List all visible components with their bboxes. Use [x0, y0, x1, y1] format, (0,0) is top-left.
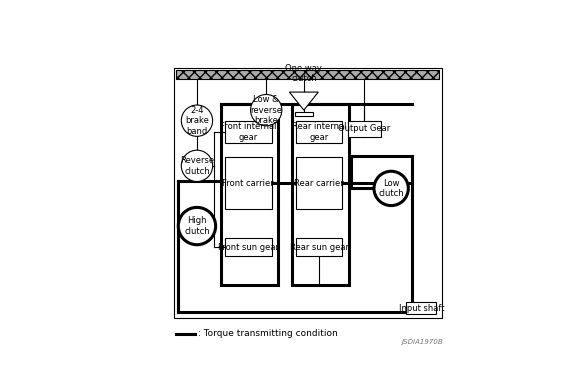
Bar — [406, 302, 436, 314]
Text: High
clutch: High clutch — [184, 216, 210, 236]
Text: Front carrier: Front carrier — [222, 179, 274, 188]
Text: 2-4
brake
band: 2-4 brake band — [185, 106, 209, 136]
Bar — [176, 70, 439, 79]
Circle shape — [251, 95, 282, 126]
Bar — [296, 121, 342, 143]
Circle shape — [181, 150, 212, 181]
Text: Front sun gear: Front sun gear — [218, 243, 279, 252]
Bar — [295, 112, 313, 116]
Text: Input shaft: Input shaft — [399, 304, 444, 313]
Circle shape — [181, 105, 212, 136]
Bar — [292, 104, 349, 285]
Text: Low &
reverse
brake: Low & reverse brake — [250, 95, 282, 125]
Bar — [225, 238, 272, 256]
Polygon shape — [289, 92, 318, 110]
Text: : Torque transmitting condition: : Torque transmitting condition — [198, 329, 338, 338]
Bar — [296, 238, 342, 256]
Circle shape — [178, 207, 215, 245]
Text: Rear sun gear: Rear sun gear — [289, 243, 349, 252]
Bar — [174, 68, 443, 318]
Text: Rear carrier: Rear carrier — [294, 179, 344, 188]
Bar — [296, 157, 342, 210]
Text: Reverse
clutch: Reverse clutch — [180, 156, 214, 176]
Text: Rear internal
gear: Rear internal gear — [292, 122, 346, 142]
Text: One way
clutch: One way clutch — [285, 64, 322, 83]
Bar — [225, 121, 272, 143]
Bar — [221, 104, 278, 285]
Bar — [225, 157, 272, 210]
Bar — [348, 121, 380, 137]
Text: JSDIA1970B: JSDIA1970B — [401, 339, 443, 345]
Text: Low
clutch: Low clutch — [379, 179, 404, 198]
Text: Output Gear: Output Gear — [338, 124, 390, 133]
Text: Front internal
gear: Front internal gear — [220, 122, 276, 142]
Circle shape — [374, 171, 409, 206]
